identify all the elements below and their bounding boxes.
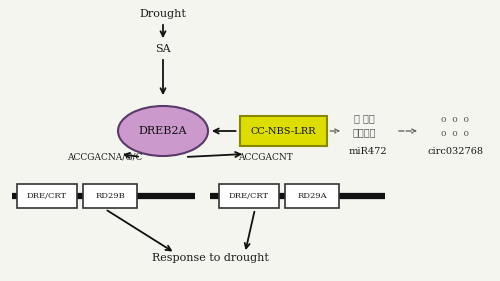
FancyBboxPatch shape (219, 184, 279, 208)
Text: o  o  o: o o o (441, 128, 469, 137)
Text: SA: SA (155, 44, 171, 54)
Text: ACCGACNA/G/C: ACCGACNA/G/C (68, 153, 142, 162)
Text: RD29B: RD29B (95, 192, 125, 200)
FancyBboxPatch shape (285, 184, 339, 208)
Text: RD29A: RD29A (297, 192, 327, 200)
FancyBboxPatch shape (83, 184, 137, 208)
Text: ACCGACNT: ACCGACNT (238, 153, 292, 162)
Text: o  o  o: o o o (441, 114, 469, 124)
Text: miR472: miR472 (348, 146, 388, 155)
Text: DREB2A: DREB2A (139, 126, 187, 136)
Text: ԉ ԉԉ: ԉ ԉԉ (354, 114, 374, 124)
Text: Response to drought: Response to drought (152, 253, 268, 263)
FancyBboxPatch shape (17, 184, 77, 208)
Text: ԉԉԉԉ: ԉԉԉԉ (352, 128, 376, 137)
Text: circ032768: circ032768 (427, 146, 483, 155)
Text: DRE/CRT: DRE/CRT (229, 192, 269, 200)
Ellipse shape (118, 106, 208, 156)
Text: Drought: Drought (140, 9, 186, 19)
Text: CC-NBS-LRR: CC-NBS-LRR (250, 126, 316, 135)
Text: DRE/CRT: DRE/CRT (27, 192, 67, 200)
FancyBboxPatch shape (240, 116, 326, 146)
